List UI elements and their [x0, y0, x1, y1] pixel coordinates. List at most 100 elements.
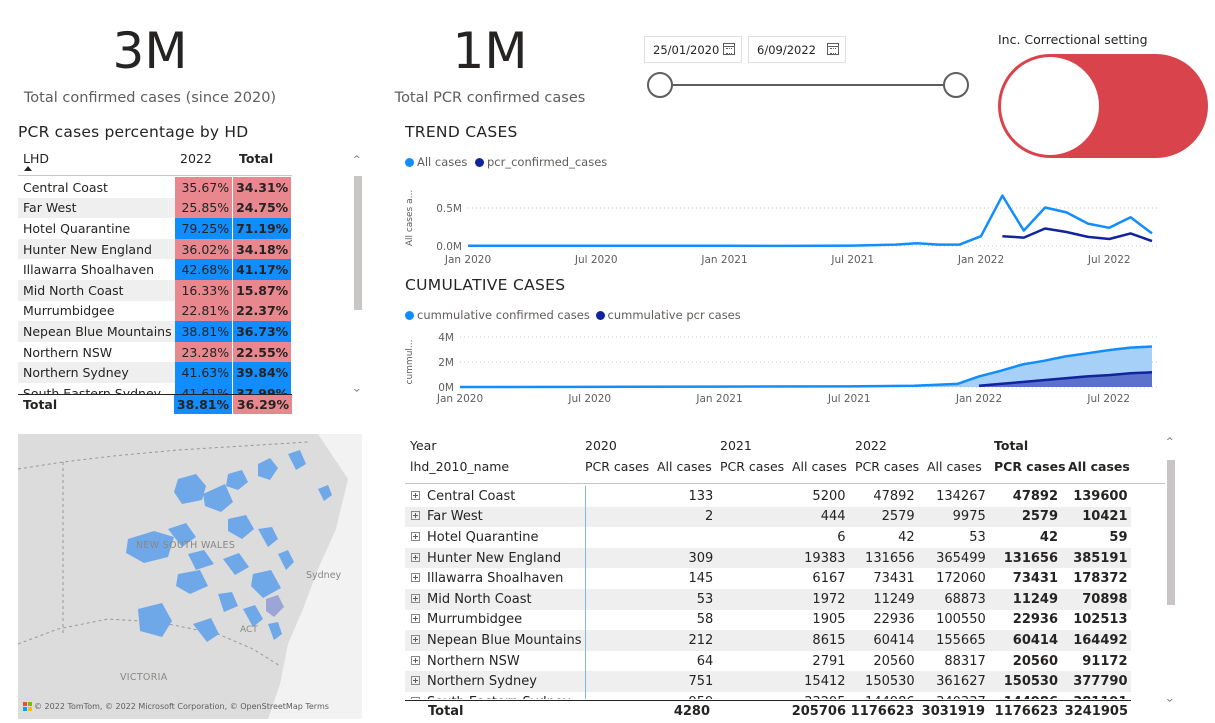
lhd-regions[interactable] — [126, 450, 332, 642]
correctional-toggle[interactable] — [998, 54, 1208, 158]
header-pcr-2022[interactable]: PCR cases — [855, 459, 920, 474]
expand-icon[interactable] — [411, 634, 420, 644]
row-name-cell: Hotel Quarantine — [405, 527, 586, 548]
hd-row-2022: 79.25% — [174, 218, 234, 239]
scroll-down-icon[interactable]: ^ — [353, 382, 361, 392]
map-view[interactable]: NEW SOUTH WALES Sydney ACT VICTORIA © 20… — [18, 434, 362, 719]
header-pcr-total[interactable]: PCR cases — [994, 459, 1066, 474]
header-pcr-2021[interactable]: PCR cases — [720, 459, 785, 474]
date-range-start-handle[interactable] — [647, 72, 673, 98]
scroll-up-icon[interactable]: ^ — [1166, 437, 1174, 447]
table-row[interactable]: Northern Sydney 751 15412 150530 361627 15053… — [405, 671, 1131, 692]
col-total-header[interactable]: Total — [239, 151, 274, 166]
scroll-thumb[interactable] — [354, 176, 362, 310]
header-lhd-name[interactable]: lhd_2010_name — [410, 459, 510, 474]
big-total-at: 3241905 — [1064, 704, 1128, 719]
table-row[interactable]: Central Coast 133 5200 47892 134267 47892 1396… — [405, 486, 1131, 507]
date-start-input[interactable]: 25/01/2020 — [644, 36, 742, 63]
expand-icon[interactable] — [411, 531, 420, 541]
expand-icon[interactable] — [411, 593, 420, 603]
table-row[interactable]: South Eastern Sydney95933295144986340337… — [405, 691, 1131, 699]
expand-icon[interactable] — [411, 676, 420, 686]
scroll-up-icon[interactable]: ^ — [353, 155, 361, 165]
hd-row-name: South Eastern Sydney — [18, 382, 175, 396]
header-year-total[interactable]: Total — [994, 438, 1029, 453]
header-year-2021[interactable]: 2021 — [720, 438, 752, 453]
header-year-2020[interactable]: 2020 — [585, 438, 617, 453]
hd-matrix: LHD 2022 Total Central Coast 35.67% 34.31%… — [18, 146, 362, 414]
hd-row[interactable]: Mid North Coast 16.33% 15.87% — [18, 279, 292, 301]
legend-pcr-cases[interactable]: pcr_confirmed_cases — [475, 155, 607, 169]
map-attribution[interactable]: © 2022 TomTom, © 2022 Microsoft Corporat… — [34, 702, 329, 711]
hd-row[interactable]: Nepean Blue Mountains 38.81% 36.73% — [18, 321, 292, 342]
expand-icon[interactable] — [411, 614, 420, 624]
hd-row[interactable]: Central Coast 35.67% 34.31% — [18, 177, 292, 198]
scroll-down-icon[interactable]: ^ — [1166, 692, 1174, 702]
hd-row[interactable]: Northern NSW 23.28% 22.55% — [18, 341, 292, 363]
table-row[interactable]: Illawarra Shoalhaven 145 6167 73431 172060 73… — [405, 568, 1131, 589]
hd-row[interactable]: Northern Sydney 41.63% 39.84% — [18, 362, 292, 383]
y-tick-label: 2M — [438, 357, 454, 369]
expand-icon[interactable] — [411, 696, 420, 699]
table-row[interactable]: Nepean Blue Mountains 212 8615 60414 155665 6… — [405, 630, 1131, 651]
hd-row[interactable]: Hotel Quarantine 79.25% 71.19% — [18, 218, 292, 239]
legend-cum-pcr[interactable]: cummulative pcr cases — [595, 308, 741, 322]
header-all-2021[interactable]: All cases — [792, 459, 847, 474]
header-pcr-2020[interactable]: PCR cases — [585, 459, 650, 474]
header-all-total[interactable]: All cases — [1068, 459, 1130, 474]
calendar-icon[interactable] — [827, 43, 839, 55]
expand-icon[interactable] — [411, 573, 420, 583]
header-all-2022[interactable]: All cases — [927, 459, 982, 474]
hd-matrix-scrollbar[interactable]: ^ ^ — [352, 150, 362, 410]
row-name-cell: Central Coast — [405, 486, 586, 507]
expand-icon[interactable] — [411, 490, 420, 500]
cell-a22: 365499 — [917, 547, 989, 569]
hd-row[interactable]: South Eastern Sydney 41.61% 37.99% — [18, 382, 292, 396]
hd-row[interactable]: Far West 25.85% 24.75% — [18, 197, 292, 219]
expand-icon[interactable] — [411, 552, 420, 562]
cell-p22: 131656 — [848, 547, 918, 569]
big-table-scrollbar[interactable]: ^ ^ — [1165, 434, 1175, 714]
date-end-input[interactable]: 6/09/2022 — [748, 36, 846, 63]
row-name: Mid North Coast — [427, 591, 532, 607]
kpi-total-confirmed-value: 3M — [112, 22, 188, 80]
legend-cum-confirmed[interactable]: cummulative confirmed cases — [405, 308, 590, 322]
col-lhd-header[interactable]: LHD — [23, 151, 49, 166]
expand-icon[interactable] — [411, 511, 420, 521]
x-tick-label: Jan 2020 — [444, 254, 491, 266]
header-all-2020[interactable]: All cases — [657, 459, 712, 474]
hd-row[interactable]: Murrumbidgee 22.81% 22.37% — [18, 300, 292, 322]
col-2022-header[interactable]: 2022 — [180, 151, 212, 166]
legend-all-cases[interactable]: All cases — [405, 155, 467, 169]
cell-p21 — [716, 651, 784, 672]
cell-a21: 6 — [837, 529, 846, 545]
table-row[interactable]: Far West 2 444 2579 9975 2579 10421 — [405, 506, 1131, 528]
table-row[interactable]: Hunter New England 309 19383 131656 365499 13… — [405, 547, 1131, 569]
cell-a21: 19383 — [784, 547, 849, 569]
header-year-2022[interactable]: 2022 — [855, 438, 887, 453]
cell-pt: 73431 — [1012, 571, 1059, 587]
table-row[interactable]: Hotel Quarantine 6 42 53 42 59 — [405, 527, 1131, 548]
hd-row-total: 34.31% — [232, 177, 292, 198]
hd-row[interactable]: Hunter New England 36.02% 34.18% — [18, 238, 292, 260]
hd-row[interactable]: Illawarra Shoalhaven 42.68% 41.17% — [18, 259, 292, 280]
expand-icon[interactable] — [411, 655, 420, 665]
hd-row-2022: 41.61% — [174, 382, 234, 396]
date-range-end-handle[interactable] — [943, 72, 969, 98]
table-row[interactable]: Murrumbidgee 58 1905 22936 100550 22936 102513 — [405, 609, 1131, 631]
series-line-0 — [459, 345, 1153, 389]
calendar-icon[interactable] — [723, 43, 735, 55]
cell-p20 — [585, 651, 653, 672]
cell-p20 — [585, 527, 653, 548]
header-year: Year — [410, 438, 437, 453]
table-row[interactable]: Mid North Coast 53 1972 11249 68873 11249 7089… — [405, 588, 1131, 610]
cell-p20 — [585, 610, 653, 631]
cell-pt: 20560 — [1012, 653, 1059, 669]
scroll-thumb[interactable] — [1167, 460, 1175, 605]
cell-a21: 1905 — [812, 612, 846, 628]
date-range-track — [660, 84, 956, 86]
cell-p21 — [716, 506, 785, 528]
cell-p22: 150530 — [848, 671, 918, 692]
cell-p21 — [716, 630, 785, 651]
table-row[interactable]: Northern NSW 64 2791 20560 88317 20560 91172 — [405, 650, 1131, 672]
